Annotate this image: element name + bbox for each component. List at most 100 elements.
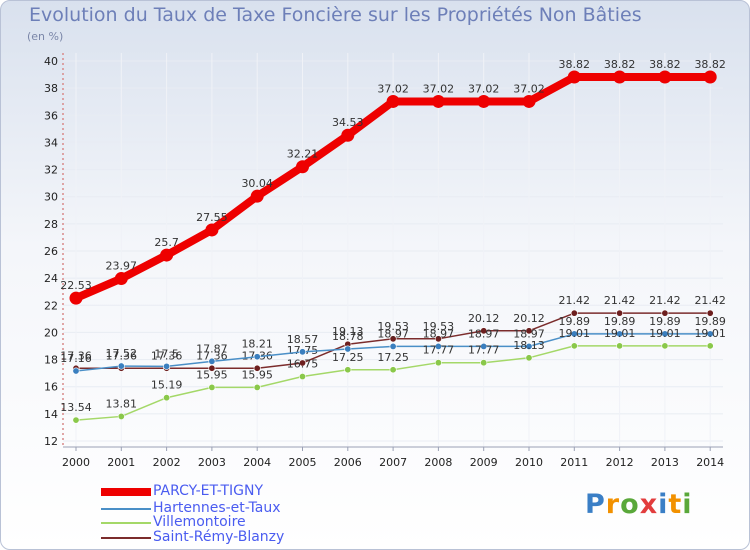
y-tick-label-36: 36 xyxy=(44,109,58,122)
data-label-hartennes-et-taux-2006: 18.78 xyxy=(332,330,364,343)
data-point-saint-remy-blanzy-2005 xyxy=(298,359,306,367)
data-label-parcy-et-tigny-2005: 32.21 xyxy=(287,148,319,161)
legend-label-hartennes-et-taux: Hartennes-et-Taux xyxy=(153,500,281,516)
y-tick-label-28: 28 xyxy=(44,218,58,231)
data-label-villemontoire-2005: 16.75 xyxy=(287,358,319,371)
data-point-parcy-et-tigny-2010 xyxy=(522,94,536,108)
data-point-villemontoire-2014 xyxy=(706,342,714,350)
data-label-villemontoire-2009: 17.77 xyxy=(468,344,500,357)
x-tick-label-2012: 2012 xyxy=(606,456,634,469)
data-label-hartennes-et-taux-2010: 18.97 xyxy=(513,327,545,340)
data-point-parcy-et-tigny-2005 xyxy=(296,160,309,174)
data-label-parcy-et-tigny-2000: 22.53 xyxy=(60,279,92,292)
data-point-saint-remy-blanzy-2008 xyxy=(434,335,442,343)
data-point-parcy-et-tigny-2011 xyxy=(567,70,581,84)
data-point-villemontoire-2009 xyxy=(480,359,488,367)
data-label-saint-remy-blanzy-2001: 17.36 xyxy=(106,349,138,362)
data-point-parcy-et-tigny-2006 xyxy=(341,128,355,142)
data-label-hartennes-et-taux-2000: 17.16 xyxy=(60,352,92,365)
data-label-hartennes-et-taux-2001: 17.52 xyxy=(106,347,138,360)
y-tick-label-14: 14 xyxy=(44,408,58,421)
data-label-parcy-et-tigny-2006: 34.53 xyxy=(332,116,364,129)
proxiti-logo: Proxiti xyxy=(585,489,693,520)
data-label-villemontoire-2000: 13.54 xyxy=(60,401,92,414)
x-tick-label-2002: 2002 xyxy=(153,456,181,469)
x-tick-label-2011: 2011 xyxy=(560,456,588,469)
data-label-hartennes-et-taux-2002: 17.5 xyxy=(154,347,179,360)
data-point-parcy-et-tigny-2014 xyxy=(703,70,717,84)
data-label-villemontoire-2006: 17.25 xyxy=(332,351,364,364)
data-label-saint-remy-blanzy-2006: 19.13 xyxy=(332,325,364,338)
data-label-hartennes-et-taux-2003: 17.87 xyxy=(196,342,228,355)
data-label-hartennes-et-taux-2008: 18.97 xyxy=(423,327,455,340)
data-point-parcy-et-tigny-2002 xyxy=(160,248,174,262)
y-tick-label-20: 20 xyxy=(44,326,58,339)
y-axis-unit-label: (en %) xyxy=(27,30,64,43)
logo-letter: o xyxy=(620,489,640,520)
y-tick-label-38: 38 xyxy=(44,82,58,95)
data-label-saint-remy-blanzy-2011: 21.42 xyxy=(559,294,591,307)
x-tick-label-2013: 2013 xyxy=(651,456,679,469)
data-label-villemontoire-2004: 15.95 xyxy=(241,368,273,381)
y-tick-label-18: 18 xyxy=(44,354,58,367)
logo-letter: i xyxy=(658,489,669,520)
data-label-hartennes-et-taux-2007: 18.97 xyxy=(377,327,409,340)
logo-letter: i xyxy=(682,489,693,520)
legend-swatch-villemontoire xyxy=(101,522,151,524)
data-label-saint-remy-blanzy-2003: 17.36 xyxy=(196,349,228,362)
data-point-parcy-et-tigny-2004 xyxy=(250,189,264,203)
data-label-parcy-et-tigny-2011: 38.82 xyxy=(559,58,591,71)
data-label-hartennes-et-taux-2004: 18.21 xyxy=(241,338,273,351)
y-tick-label-26: 26 xyxy=(44,245,58,258)
data-point-saint-remy-blanzy-2012 xyxy=(616,309,624,317)
data-point-hartennes-et-taux-2004 xyxy=(253,353,261,361)
data-point-hartennes-et-taux-2011 xyxy=(570,330,578,338)
data-point-villemontoire-2000 xyxy=(72,416,80,424)
logo-letter: t xyxy=(668,489,683,520)
data-point-saint-remy-blanzy-2013 xyxy=(661,309,669,317)
data-point-villemontoire-2004 xyxy=(253,383,261,391)
data-label-hartennes-et-taux-2009: 18.97 xyxy=(468,327,500,340)
data-label-villemontoire-2003: 15.95 xyxy=(196,368,228,381)
x-tick-label-2005: 2005 xyxy=(289,456,317,469)
data-point-hartennes-et-taux-2012 xyxy=(616,330,624,338)
data-label-parcy-et-tigny-2009: 37.02 xyxy=(468,82,500,95)
data-label-parcy-et-tigny-2004: 30.04 xyxy=(241,177,273,190)
data-label-parcy-et-tigny-2014: 38.82 xyxy=(694,58,726,71)
data-point-hartennes-et-taux-2009 xyxy=(480,342,488,350)
data-point-villemontoire-2006 xyxy=(344,366,352,374)
data-label-villemontoire-2012: 19.01 xyxy=(604,327,636,340)
data-label-villemontoire-2001: 13.81 xyxy=(106,397,138,410)
data-label-saint-remy-blanzy-2002: 17.36 xyxy=(151,349,183,362)
data-point-parcy-et-tigny-2000 xyxy=(69,291,83,305)
data-label-parcy-et-tigny-2007: 37.02 xyxy=(377,82,409,95)
y-tick-label-32: 32 xyxy=(44,164,58,177)
x-tick-label-2008: 2008 xyxy=(424,456,452,469)
legend-swatch-saint-remy-blanzy xyxy=(101,537,151,539)
data-point-saint-remy-blanzy-2009 xyxy=(480,327,488,335)
data-point-villemontoire-2011 xyxy=(570,342,578,350)
data-point-hartennes-et-taux-2002 xyxy=(163,362,171,370)
data-point-parcy-et-tigny-2008 xyxy=(431,94,445,108)
data-point-hartennes-et-taux-2013 xyxy=(661,330,669,338)
y-tick-label-12: 12 xyxy=(44,435,58,448)
data-label-saint-remy-blanzy-2013: 21.42 xyxy=(649,294,681,307)
data-point-villemontoire-2007 xyxy=(389,366,397,374)
data-label-hartennes-et-taux-2011: 19.89 xyxy=(559,315,591,328)
logo-letter: r xyxy=(605,489,621,520)
x-tick-label-2010: 2010 xyxy=(515,456,543,469)
x-tick-label-2007: 2007 xyxy=(379,456,407,469)
data-point-hartennes-et-taux-2007 xyxy=(389,342,397,350)
data-label-parcy-et-tigny-2003: 27.55 xyxy=(196,211,228,224)
data-point-villemontoire-2005 xyxy=(298,373,306,381)
data-point-hartennes-et-taux-2010 xyxy=(525,342,533,350)
logo-letter: P xyxy=(585,489,606,520)
data-label-villemontoire-2014: 19.01 xyxy=(694,327,726,340)
x-tick-label-2004: 2004 xyxy=(243,456,271,469)
data-point-parcy-et-tigny-2009 xyxy=(477,94,491,108)
chart-title: Evolution du Taux de Taxe Foncière sur l… xyxy=(29,4,642,26)
data-point-villemontoire-2003 xyxy=(208,383,216,391)
data-point-hartennes-et-taux-2003 xyxy=(208,357,216,365)
data-label-villemontoire-2010: 18.13 xyxy=(513,339,545,352)
